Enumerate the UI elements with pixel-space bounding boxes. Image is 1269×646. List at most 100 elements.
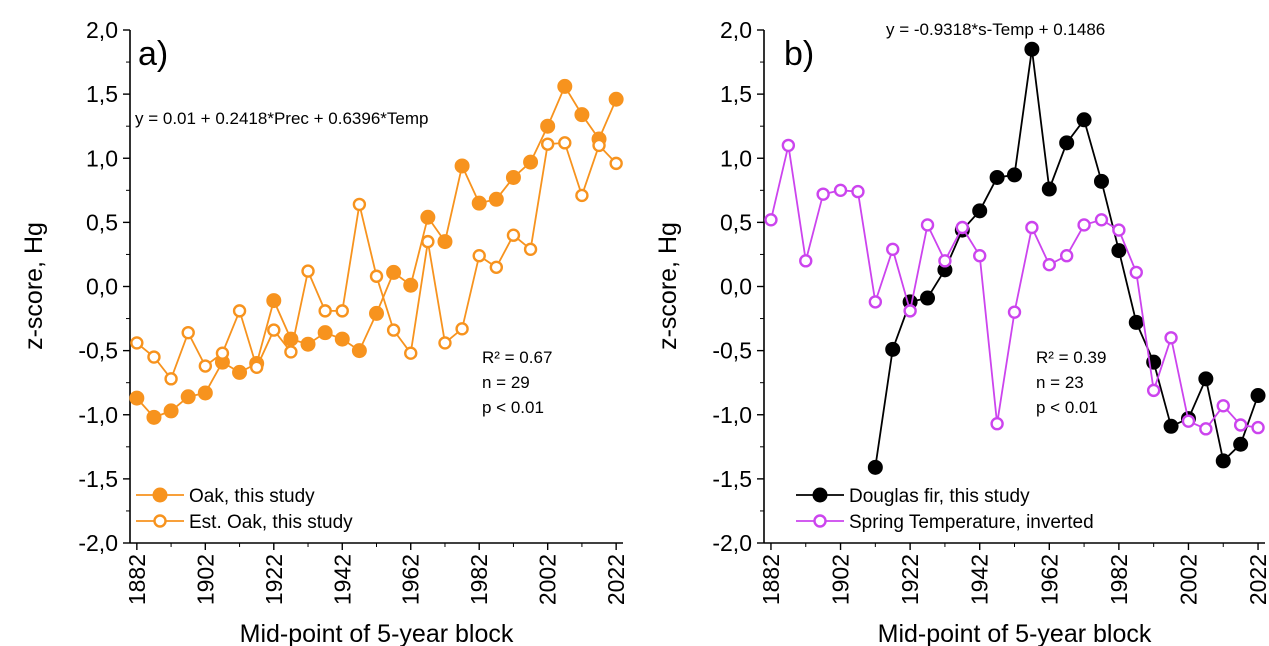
legend-label: Douglas fir, this study <box>849 486 1030 507</box>
data-point <box>523 154 539 170</box>
data-point <box>352 197 367 212</box>
data-point <box>1077 218 1091 232</box>
data-point <box>540 118 556 134</box>
data-point <box>938 254 952 268</box>
data-point <box>886 242 900 257</box>
data-point <box>955 220 970 235</box>
data-point <box>506 228 521 242</box>
legend-label: Est. Oak, this study <box>189 512 353 533</box>
data-point <box>163 403 179 419</box>
y-tick-label: 2,0 <box>720 17 752 43</box>
data-point <box>334 331 350 347</box>
x-tick-label: 1982 <box>466 554 492 605</box>
data-point <box>973 249 987 263</box>
series-line-2 <box>136 141 617 381</box>
data-point <box>180 389 196 405</box>
data-point <box>1025 220 1039 235</box>
stat-line: n = 29 <box>482 373 530 392</box>
y-tick-label: -1,0 <box>712 402 752 428</box>
data-point <box>1233 436 1249 452</box>
data-point <box>1215 453 1231 469</box>
y-tick-label: 1,5 <box>720 81 752 107</box>
data-point <box>575 188 589 203</box>
data-point <box>386 264 402 280</box>
y-axis-title: z-score, Hg <box>654 222 682 350</box>
data-point <box>472 249 486 263</box>
y-tick-label: 0,5 <box>86 209 118 235</box>
data-point <box>816 187 830 201</box>
data-point <box>146 409 162 425</box>
x-tick-label: 2022 <box>603 554 629 605</box>
x-tick-label: 1902 <box>828 554 854 605</box>
x-tick-label: 1882 <box>758 554 784 605</box>
data-point <box>851 184 865 199</box>
data-point <box>574 107 590 123</box>
data-point <box>1041 181 1057 197</box>
data-point <box>1251 420 1265 435</box>
data-point <box>1199 422 1213 436</box>
data-point <box>903 304 917 318</box>
y-tick-label: -2,0 <box>712 530 752 556</box>
data-point <box>885 341 901 357</box>
data-point <box>318 304 332 318</box>
data-point <box>1111 243 1127 259</box>
data-point <box>283 331 299 347</box>
x-tick-label: 1942 <box>967 554 993 605</box>
data-point <box>471 195 487 211</box>
data-point <box>403 277 419 293</box>
data-point <box>488 191 504 207</box>
stat-line: p < 0.01 <box>1036 398 1098 417</box>
legend-marker <box>153 514 167 528</box>
y-tick-label: -0,5 <box>712 338 752 364</box>
data-point <box>420 209 436 225</box>
data-point <box>867 459 883 475</box>
data-point <box>386 323 401 337</box>
data-point <box>1233 418 1248 432</box>
y-tick-label: -1,0 <box>78 402 118 428</box>
panel-label: b) <box>784 35 814 73</box>
data-point <box>267 323 281 337</box>
stat-line: R² = 0.67 <box>482 348 552 367</box>
data-point <box>437 234 453 250</box>
y-tick-label: -1,5 <box>712 466 752 492</box>
x-axis-title: Mid-point of 5-year block <box>878 620 1152 646</box>
data-point <box>1250 388 1266 404</box>
data-point <box>197 385 213 401</box>
data-point <box>1093 173 1109 189</box>
x-tick-label: 1982 <box>1106 554 1132 605</box>
data-point <box>300 336 316 352</box>
regression-equation: y = 0.01 + 0.2418*Prec + 0.6396*Temp <box>135 109 428 128</box>
data-point <box>523 242 538 257</box>
data-point <box>369 305 384 321</box>
data-point <box>1198 371 1214 387</box>
data-point <box>592 138 606 153</box>
regression-equation: y = -0.9318*s-Temp + 0.1486 <box>886 20 1105 39</box>
data-point <box>455 322 469 336</box>
data-point <box>799 254 813 268</box>
y-tick-label: -0,5 <box>78 338 118 364</box>
y-tick-label: 0,0 <box>86 274 118 300</box>
x-tick-label: 1902 <box>192 554 218 605</box>
legend-marker <box>812 487 828 503</box>
data-point <box>130 336 144 350</box>
data-point <box>1216 399 1230 413</box>
data-point <box>608 91 624 107</box>
data-point <box>284 345 298 359</box>
y-tick-label: 1,0 <box>86 145 118 171</box>
data-point <box>147 350 161 364</box>
data-point <box>454 158 470 174</box>
data-point <box>972 203 988 219</box>
data-point <box>505 169 521 185</box>
panel-label: a) <box>138 35 168 73</box>
legend-marker <box>813 514 827 528</box>
data-point <box>317 325 333 341</box>
x-tick-label: 1942 <box>329 554 355 605</box>
y-axis-title: z-score, Hg <box>20 222 48 350</box>
y-tick-label: -2,0 <box>78 530 118 556</box>
data-point <box>833 183 848 198</box>
legend-label: Oak, this study <box>189 486 315 507</box>
data-point <box>1163 418 1179 434</box>
data-point <box>266 293 282 309</box>
